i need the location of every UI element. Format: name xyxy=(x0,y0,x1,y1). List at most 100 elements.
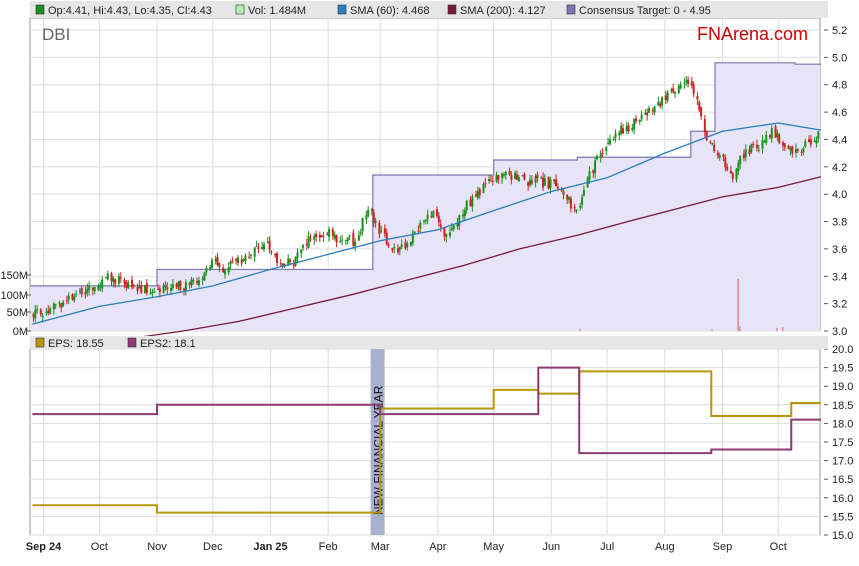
candle-body xyxy=(123,279,126,284)
candle xyxy=(268,236,271,254)
candle-body xyxy=(530,180,533,184)
candle xyxy=(638,119,641,125)
candle xyxy=(333,231,336,241)
x-tick-label: Dec xyxy=(203,541,223,553)
price-tick-label: 3.8 xyxy=(832,217,847,229)
x-tick-label: Oct xyxy=(770,541,787,553)
candle-body xyxy=(540,177,543,179)
volume-bar xyxy=(776,328,778,331)
candle-body xyxy=(201,278,204,280)
candle xyxy=(778,133,781,145)
candle xyxy=(190,276,193,288)
candle xyxy=(817,130,820,143)
candle-body xyxy=(41,315,44,318)
candle xyxy=(253,247,256,262)
candle xyxy=(231,256,234,264)
candle xyxy=(240,255,243,267)
candle xyxy=(527,181,530,191)
candle-body xyxy=(110,273,113,282)
candle xyxy=(648,105,651,114)
candle xyxy=(808,135,810,143)
candle-body xyxy=(787,145,790,150)
candle xyxy=(359,228,362,237)
x-tick-label: Jul xyxy=(600,541,614,553)
candle xyxy=(112,276,115,288)
candle-body xyxy=(687,79,690,84)
candle-body xyxy=(450,228,453,231)
candle xyxy=(739,155,742,170)
candle-body xyxy=(192,280,195,282)
candle xyxy=(140,280,143,295)
candle xyxy=(677,84,680,95)
candle-body xyxy=(287,258,290,266)
candle xyxy=(201,275,204,286)
candle-body xyxy=(808,139,810,142)
candle-body xyxy=(112,277,115,282)
candle xyxy=(158,285,161,298)
candle xyxy=(205,265,208,276)
sma60-line xyxy=(32,122,822,325)
candle-body xyxy=(646,112,649,116)
candle-body xyxy=(774,126,777,138)
candle-body xyxy=(114,279,117,285)
candle-body xyxy=(223,270,226,275)
candle-body xyxy=(458,215,461,226)
candle-body xyxy=(34,310,37,319)
candle xyxy=(36,304,39,314)
candle-body xyxy=(659,103,662,107)
candle-body xyxy=(794,148,797,153)
consensus-target-line xyxy=(30,62,822,287)
volume-bar xyxy=(739,326,741,331)
candle-body xyxy=(65,300,68,302)
candle xyxy=(175,282,178,290)
candle-body xyxy=(104,277,107,279)
candle-body xyxy=(594,160,597,174)
candle xyxy=(622,123,624,134)
candle-body xyxy=(599,153,602,158)
candle-body xyxy=(618,132,621,136)
candle-body xyxy=(735,168,738,180)
candle xyxy=(348,234,351,241)
candle xyxy=(789,146,792,156)
candle-body xyxy=(203,272,206,281)
price-tick-label: 3.6 xyxy=(832,244,847,256)
candle-body xyxy=(339,241,342,243)
legend-target: Consensus Target: 0 - 4.95 xyxy=(579,5,711,17)
candle xyxy=(367,205,370,218)
candle-body xyxy=(32,314,35,317)
candle-body xyxy=(711,143,714,145)
candle xyxy=(223,268,226,279)
candle-body xyxy=(776,132,779,137)
candle xyxy=(274,253,277,258)
candle xyxy=(391,247,394,253)
candle xyxy=(422,219,425,225)
candle-body xyxy=(404,242,407,249)
candle xyxy=(700,106,703,120)
candle-body xyxy=(130,279,133,288)
candle-body xyxy=(709,141,712,143)
candle xyxy=(581,194,584,209)
candle-body xyxy=(166,287,169,290)
candle xyxy=(703,114,706,138)
candle xyxy=(815,136,818,148)
candle xyxy=(184,279,187,296)
candle xyxy=(45,307,48,316)
candle-body xyxy=(672,88,675,93)
candle-body xyxy=(549,179,552,189)
candle-body xyxy=(452,225,455,230)
candle xyxy=(266,237,269,244)
candle-body xyxy=(97,285,100,290)
candle xyxy=(599,150,602,163)
ticker-label: DBI xyxy=(42,25,70,44)
candle-body xyxy=(648,108,651,113)
candle xyxy=(529,175,531,188)
candle-body xyxy=(93,287,96,292)
price-tick-label: 4.0 xyxy=(832,189,847,201)
candle-body xyxy=(700,107,703,117)
candle-body xyxy=(391,248,394,251)
eps-tick-label: 16.0 xyxy=(832,493,853,505)
fnarena-logo: FNArena.com xyxy=(697,24,808,44)
legend-vol: Vol: 1.484M xyxy=(248,5,306,17)
candle xyxy=(279,259,282,267)
candle xyxy=(465,199,468,214)
